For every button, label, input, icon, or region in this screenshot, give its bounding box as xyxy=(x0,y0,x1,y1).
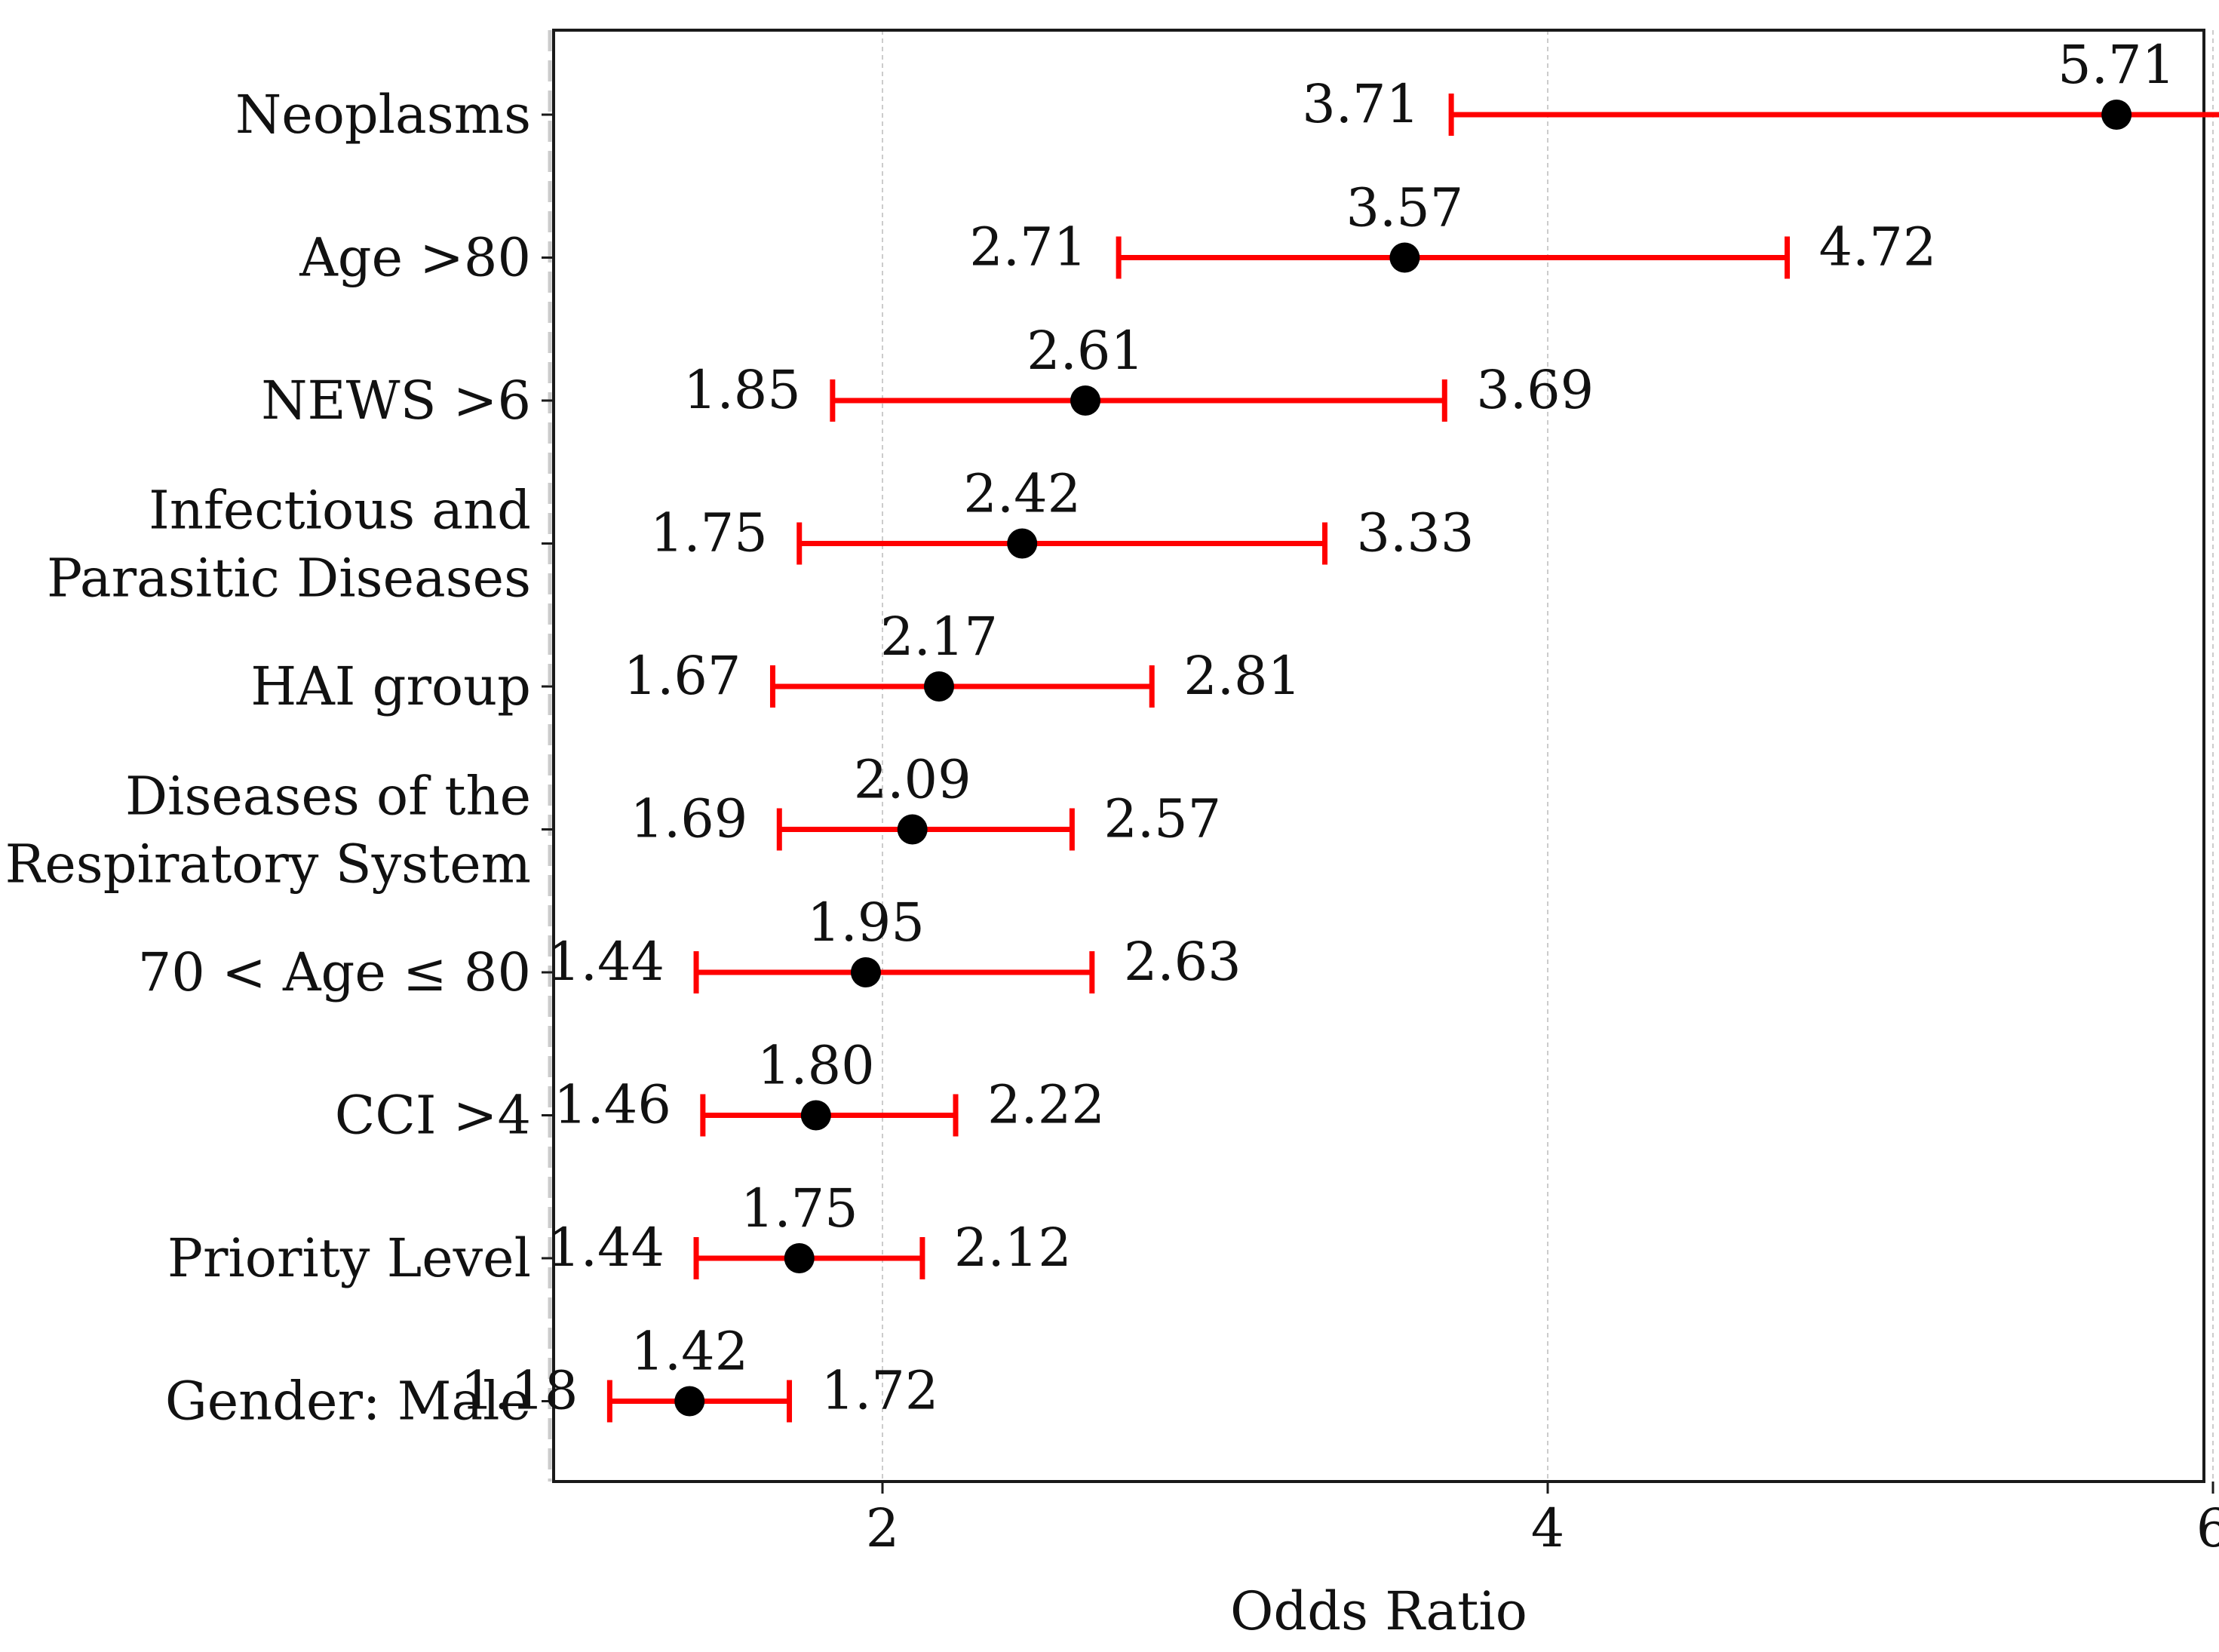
or-point xyxy=(1070,385,1101,416)
or-point xyxy=(2101,100,2132,130)
ci-lower-label: 2.71 xyxy=(969,216,1087,278)
ci-upper-label: 2.63 xyxy=(1124,931,1241,993)
or-point xyxy=(850,957,881,987)
or-point xyxy=(800,1100,831,1131)
ci-upper-label: 2.57 xyxy=(1103,788,1221,850)
category-label: Gender: Male xyxy=(165,1371,531,1432)
or-value-label: 1.80 xyxy=(757,1035,875,1097)
ci-lower-label: 1.85 xyxy=(683,359,801,421)
ci-upper-label: 3.69 xyxy=(1476,359,1594,421)
category-label-line: Infectious and xyxy=(149,480,531,542)
ci-lower-label: 1.67 xyxy=(624,645,741,707)
category-label: Neoplasms xyxy=(235,84,531,146)
or-value-label: 2.09 xyxy=(854,749,971,811)
category-label: 70 < Age ≤ 80 xyxy=(138,941,531,1003)
or-value-label: 2.61 xyxy=(1027,320,1144,382)
value-labels: 3.718.805.712.714.723.571.853.692.611.75… xyxy=(461,34,2176,1422)
ci-lower-label: 1.18 xyxy=(461,1360,579,1422)
ci-upper-label: 2.12 xyxy=(954,1217,1072,1279)
ci-upper-label: 4.72 xyxy=(1819,216,1937,278)
x-axis-title: Odds Ratio xyxy=(1230,1580,1527,1642)
ci-upper-label: 2.22 xyxy=(987,1074,1105,1136)
or-value-label: 1.75 xyxy=(741,1178,858,1239)
or-point xyxy=(923,671,954,702)
category-label: Age >80 xyxy=(299,227,531,289)
or-point xyxy=(674,1386,705,1417)
ci-upper-label: 3.33 xyxy=(1357,502,1475,564)
ci-lower-label: 3.71 xyxy=(1302,73,1419,135)
category-labels: Neoplasms Age >80 NEWS >6 Infectious andPar… xyxy=(5,84,531,1432)
plot-frame xyxy=(552,29,2205,1483)
x-tick-label: 2 xyxy=(866,1497,900,1559)
ci-lower-label: 1.69 xyxy=(630,788,747,850)
ci-lower-label: 1.75 xyxy=(650,502,768,564)
category-label: Priority Level xyxy=(167,1227,531,1289)
x-tick-label: 6 xyxy=(2196,1497,2219,1559)
or-point xyxy=(784,1243,815,1273)
or-value-label: 1.42 xyxy=(631,1321,748,1383)
or-point xyxy=(1007,528,1038,559)
ci-lower-label: 1.46 xyxy=(554,1074,671,1136)
category-label: NEWS >6 xyxy=(261,370,531,431)
ci-upper-label: 1.72 xyxy=(821,1360,939,1422)
category-label: HAI group xyxy=(250,656,531,717)
category-label-line: Parasitic Diseases xyxy=(47,548,531,610)
x-ticks: 2468 xyxy=(866,1482,2219,1559)
or-value-label: 3.57 xyxy=(1346,177,1463,239)
ci-lower-label: 1.44 xyxy=(547,931,664,993)
confidence-intervals xyxy=(606,94,2219,1423)
grid-layer xyxy=(882,30,2214,1482)
or-value-label: 5.71 xyxy=(2058,34,2175,96)
or-value-label: 1.95 xyxy=(807,892,925,953)
category-label-line: Respiratory System xyxy=(5,834,531,895)
ci-upper-label: 2.81 xyxy=(1183,645,1301,707)
x-tick-label: 4 xyxy=(1531,1497,1565,1559)
or-value-label: 2.42 xyxy=(963,463,1081,525)
category-label-line: Diseases of the xyxy=(125,766,531,828)
odds-ratio-points xyxy=(674,100,2132,1417)
or-point xyxy=(897,814,928,845)
y-ticks xyxy=(542,113,554,1402)
ci-lower-label: 1.44 xyxy=(547,1217,664,1279)
or-point xyxy=(1389,242,1420,273)
category-label: CCI >4 xyxy=(335,1085,531,1147)
or-value-label: 2.17 xyxy=(880,606,998,668)
